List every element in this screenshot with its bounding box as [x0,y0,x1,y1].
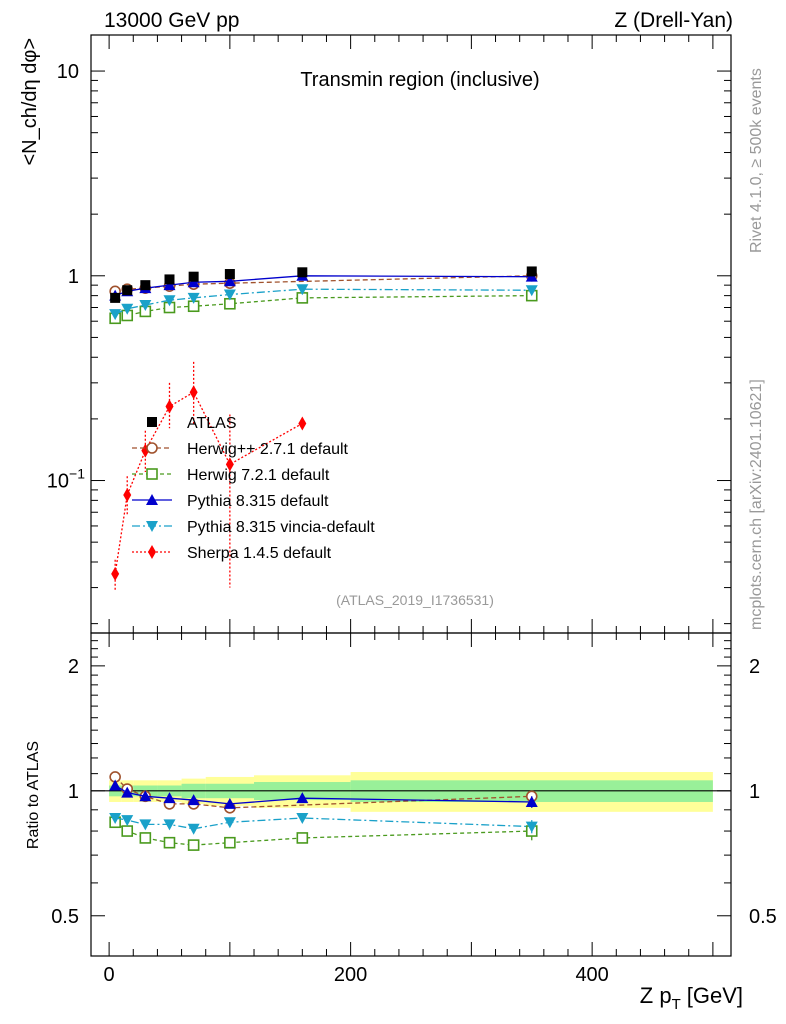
series-3-ratio-point [223,817,236,829]
ratio-tick-label-right: 2 [749,656,760,678]
x-tick-label: 0 [104,964,115,986]
series-1-ratio-point [121,825,134,837]
legend-marker [146,442,158,454]
atlas-data-point [224,269,235,280]
series-2-point [187,276,200,288]
series-2-ratio-point [163,792,176,804]
atlas-data-point [188,271,199,282]
series-1-ratio-point [224,836,236,849]
legend-marker [146,521,158,532]
series-4-point [123,487,132,502]
series-2-ratio-point [223,797,236,809]
series-2-ratio-point [109,779,122,791]
series-3-ratio-point [163,819,176,831]
atlas-data-point [110,292,121,303]
series-3-ratio-point [139,819,152,831]
series-3-point [139,299,152,311]
series-4-point [165,399,174,414]
series-2-point [223,275,236,287]
legend-label: Herwig 7.2.1 default [187,467,330,484]
ratio-tick-label-left: 0.5 [51,906,79,928]
legend-marker [146,468,158,480]
series-3-point [223,289,236,301]
legend-label: Herwig++ 2.7.1 default [187,441,349,458]
series-2-ratio-point [187,794,200,806]
legend-marker-atlas [147,417,157,427]
series-3-ratio-line [115,817,532,830]
y-tick-label: 1 [68,266,79,288]
series-3-point [163,295,176,307]
x-tick-label: 400 [575,964,608,986]
mcplots-label: mcplots.cern.ch [arXiv:2401.10621] [748,379,765,630]
series-2-ratio-point [296,792,309,804]
legend: ATLAS Herwig++ 2.7.1 default Herwig 7.2.1 … [132,415,375,562]
header-right: Z (Drell-Yan) [614,9,733,32]
legend-label: Sherpa 1.4.5 default [187,545,332,562]
series-2-ratio-point [139,790,152,802]
series-3-point [187,292,200,304]
ratio-uncertainty-bands [91,772,731,812]
y-tick-label: 10−1 [47,466,85,493]
series-4-point [111,566,120,581]
series-4-point [225,457,234,472]
atlas-data-point [122,285,133,296]
axis-ticks: 10 1 10−1 2 2 1 1 0.5 0.5 0 200 400 [47,35,777,986]
legend-label: ATLAS [187,415,237,432]
y-tick-label: 10 [57,61,79,83]
y-axis-label: <N_ch/dη dφ> [19,38,41,166]
series-1-ratio-point [163,836,176,849]
series-3-ratio-point [525,821,538,833]
series-3-point [109,309,122,321]
atlas-data-point [164,274,175,285]
series-2-point [163,279,176,291]
legend-label: Pythia 8.315 vincia-default [187,519,375,536]
rivet-version-label: Rivet 4.1.0, ≥ 500k events [748,68,765,253]
ratio-tick-label-left: 2 [68,656,79,678]
legend-marker [146,494,158,505]
x-tick-label: 200 [334,964,367,986]
series-3-point [121,303,134,315]
x-axis-label: Z pT [GeV] [640,983,743,1013]
atlas-data-point [140,280,151,291]
series-4-point [189,385,198,400]
series-1-ratio-point [187,839,200,851]
ratio-tick-label-left: 1 [68,781,79,803]
main-plot-frame [90,34,732,634]
atlas-data-point [526,266,537,277]
series-1-ratio-point [296,832,309,844]
analysis-id: (ATLAS_2019_I1736531) [336,592,494,608]
series-2-ratio-point [525,795,538,807]
series-3-point [525,285,538,297]
series-1-ratio-line [114,821,532,846]
chart-title: Transmin region (inclusive) [300,69,539,91]
series-2-line [114,275,532,297]
series-3-ratio-point [187,823,200,835]
series-2-ratio-point [121,786,134,798]
header-left: 13000 GeV pp [104,9,239,32]
ratio-tick-label-right: 1 [749,781,760,803]
legend-marker [148,545,156,559]
series-3-ratio-point [109,813,122,825]
series-3-point [296,284,309,296]
ratio-tick-label-right: 0.5 [749,906,777,928]
legend-label: Pythia 8.315 default [187,493,329,510]
series-1-ratio-point [139,832,152,844]
series-3-ratio-point [121,815,134,827]
series-4-point [298,416,307,431]
ratio-plot-frame [90,632,732,957]
series-layer [109,266,538,851]
series-3-line [114,288,532,315]
ratio-y-axis-label: Ratio to ATLAS [25,741,42,849]
series-3-ratio-point [296,813,309,825]
atlas-data-point [297,267,308,278]
